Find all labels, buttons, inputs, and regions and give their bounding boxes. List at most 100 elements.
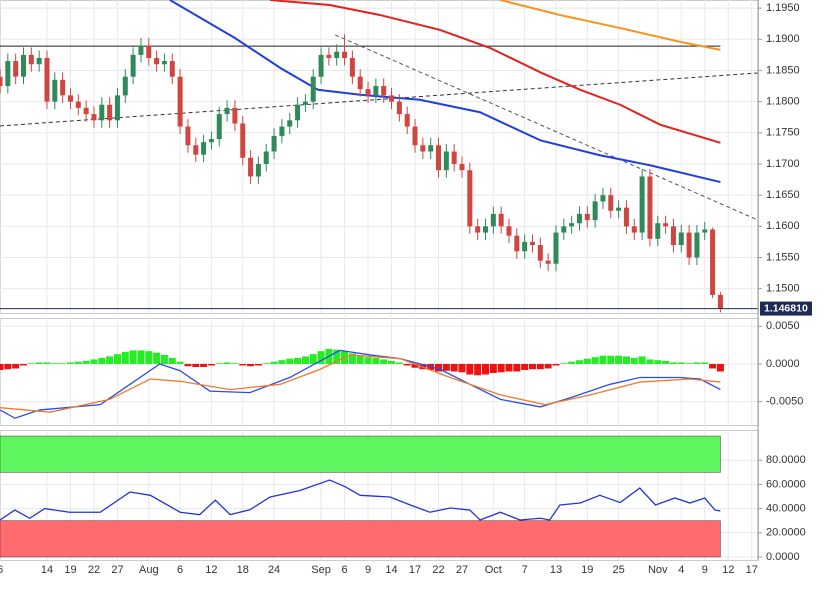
histogram-bar bbox=[184, 363, 192, 367]
histogram-bar bbox=[12, 363, 20, 369]
candle-body bbox=[482, 226, 488, 233]
histogram-bar bbox=[0, 363, 4, 370]
histogram-bar bbox=[575, 360, 583, 364]
candle-body bbox=[326, 54, 332, 58]
x-tick-label: 6 bbox=[177, 564, 183, 576]
y-tick-label: -0.0050 bbox=[766, 396, 803, 408]
histogram-bar bbox=[98, 357, 106, 364]
x-tick-label: Aug bbox=[139, 564, 159, 576]
histogram-bar bbox=[51, 363, 59, 364]
y-tick-label: 0.0050 bbox=[766, 320, 800, 332]
candle-body bbox=[678, 232, 684, 246]
candle-body bbox=[0, 76, 3, 87]
candle-body bbox=[459, 163, 465, 171]
histogram-bar bbox=[481, 363, 489, 375]
panel-border bbox=[0, 0, 759, 314]
candle-body bbox=[381, 86, 387, 96]
histogram-bar bbox=[654, 360, 662, 364]
histogram-bar bbox=[231, 363, 239, 364]
x-tick-label: 17 bbox=[746, 564, 758, 576]
x-tick-label: 22 bbox=[432, 564, 444, 576]
histogram-bar bbox=[474, 363, 482, 376]
panel-border bbox=[0, 318, 759, 426]
candle-body bbox=[420, 145, 426, 152]
histogram-bar bbox=[153, 352, 161, 364]
candle-body bbox=[663, 223, 669, 227]
candle-body bbox=[91, 114, 97, 121]
moving-average bbox=[169, 0, 721, 184]
x-tick-label: 24 bbox=[268, 564, 280, 576]
candle-body bbox=[138, 45, 144, 55]
x-tick-label: 18 bbox=[237, 564, 249, 576]
candle-body bbox=[177, 76, 183, 127]
histogram-bar bbox=[200, 363, 208, 367]
histogram-bar bbox=[43, 362, 51, 364]
histogram-bar bbox=[591, 357, 599, 364]
histogram-bar bbox=[286, 358, 294, 364]
candle-body bbox=[287, 120, 293, 127]
candle-body bbox=[506, 226, 512, 236]
histogram-bar bbox=[607, 355, 615, 364]
x-tick-label: 19 bbox=[64, 564, 76, 576]
histogram-bar bbox=[403, 363, 411, 366]
histogram-bar bbox=[121, 351, 129, 364]
y-tick-label: 80.0000 bbox=[766, 454, 806, 466]
candle-body bbox=[537, 245, 543, 261]
candle-body bbox=[553, 232, 559, 264]
candle-body bbox=[216, 114, 222, 140]
y-tick-label: 1.1500 bbox=[766, 283, 800, 295]
candle-body bbox=[412, 126, 418, 146]
histogram-bar bbox=[513, 363, 521, 372]
candle-body bbox=[107, 104, 113, 121]
candle-body bbox=[302, 101, 308, 105]
histogram-bar bbox=[348, 353, 356, 364]
histogram-bar bbox=[309, 354, 317, 364]
x-tick-label: 27 bbox=[111, 564, 123, 576]
y-tick-label: 20.0000 bbox=[766, 527, 806, 539]
histogram-bar bbox=[90, 359, 98, 364]
candle-body bbox=[20, 54, 26, 77]
x-tick-label: 6 bbox=[0, 564, 3, 576]
candle-body bbox=[404, 114, 410, 127]
histogram-bar bbox=[176, 361, 184, 364]
candle-body bbox=[616, 207, 622, 211]
histogram-bar bbox=[254, 363, 262, 366]
candle-body bbox=[569, 223, 575, 227]
candle-body bbox=[208, 139, 214, 143]
x-tick-label: 12 bbox=[722, 564, 734, 576]
histogram-bar bbox=[223, 362, 231, 364]
candle-body bbox=[185, 126, 191, 146]
histogram-bar bbox=[622, 356, 630, 364]
candle-body bbox=[248, 157, 254, 177]
candle-body bbox=[490, 213, 496, 227]
candle-body bbox=[114, 95, 120, 121]
histogram-bar bbox=[662, 360, 670, 364]
y-tick-label: 0.0000 bbox=[766, 358, 800, 370]
histogram-bar bbox=[497, 363, 505, 373]
histogram-bar bbox=[106, 356, 114, 364]
histogram-bar bbox=[615, 355, 623, 364]
histogram-bar bbox=[521, 363, 529, 370]
candle-body bbox=[279, 126, 285, 136]
histogram-bar bbox=[27, 363, 35, 364]
x-tick-label: 7 bbox=[522, 564, 528, 576]
candle-body bbox=[240, 123, 246, 158]
candle-body bbox=[467, 170, 473, 227]
y-tick-label: 1.1900 bbox=[766, 33, 800, 45]
candle-body bbox=[710, 229, 716, 295]
histogram-bar bbox=[262, 363, 270, 364]
histogram-bar bbox=[466, 363, 474, 375]
candle-body bbox=[639, 176, 645, 233]
candle-body bbox=[60, 79, 66, 96]
y-tick-label: 0.0000 bbox=[766, 551, 800, 563]
histogram-bar bbox=[215, 363, 223, 364]
candle-body bbox=[169, 61, 175, 77]
candle-body bbox=[451, 151, 457, 164]
candle-body bbox=[146, 45, 152, 58]
x-tick-label: 14 bbox=[385, 564, 397, 576]
candle-body bbox=[201, 142, 207, 155]
candle-body bbox=[576, 213, 582, 224]
histogram-bar bbox=[638, 356, 646, 364]
candle-body bbox=[310, 76, 316, 102]
histogram-bar bbox=[505, 363, 513, 372]
